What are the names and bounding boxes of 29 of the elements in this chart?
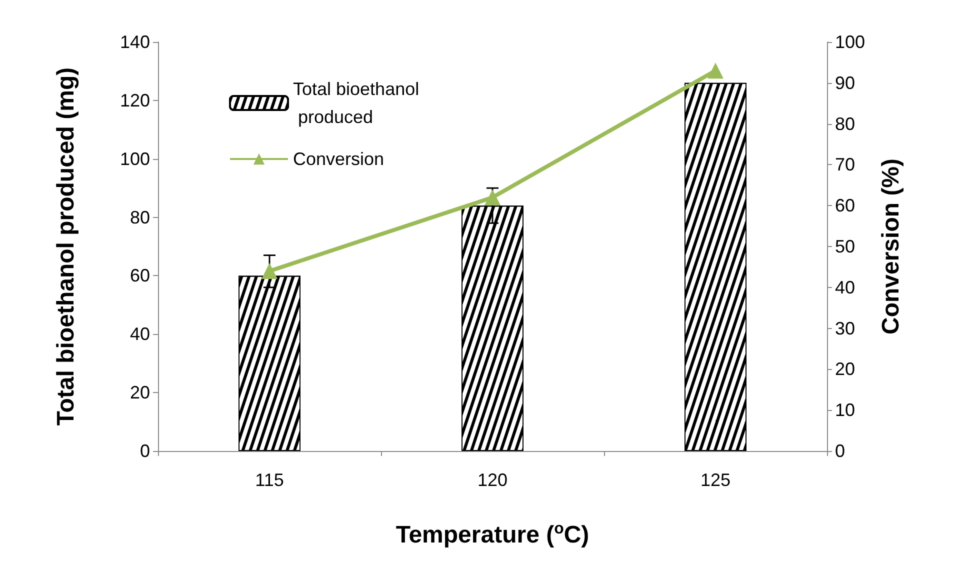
y2-tick-label: 90: [835, 72, 856, 93]
y-tick-label: 140: [120, 32, 150, 52]
y-axis-title: Total bioethanol produced (mg): [52, 67, 80, 426]
y2-tick-label: 80: [835, 114, 856, 134]
y2-tick-label: 40: [835, 277, 856, 298]
y-tick-label: 120: [120, 90, 150, 110]
y2-tick-label: 10: [835, 400, 856, 420]
point: [262, 263, 278, 280]
y-tick-label: 80: [130, 207, 150, 228]
legend-label: Conversion: [293, 149, 384, 169]
y2-tick-label: 70: [835, 154, 856, 175]
y2-tick-label: 50: [835, 236, 856, 256]
y2-tick-label: 20: [835, 359, 856, 380]
y2-axis-title: Conversion (%): [878, 158, 904, 335]
y-tick-label: 0: [140, 441, 150, 461]
x-tick-label: 120: [477, 470, 508, 490]
y-tick-label: 20: [130, 382, 150, 403]
point: [484, 189, 500, 206]
y2-tick-label: 100: [835, 32, 866, 52]
y2-tick-label: 0: [835, 441, 846, 461]
point: [708, 62, 724, 79]
x-tick-label: 125: [700, 470, 731, 490]
x-tick-label: 115: [255, 470, 284, 490]
y2-tick-label: 60: [835, 196, 856, 216]
y2-tick-label: 30: [835, 318, 856, 338]
y-tick-label: 100: [120, 148, 150, 169]
y-tick-label: 40: [130, 324, 150, 344]
legend-label: Total bioethanol produced: [293, 79, 420, 127]
y-tick-label: 60: [130, 266, 150, 286]
